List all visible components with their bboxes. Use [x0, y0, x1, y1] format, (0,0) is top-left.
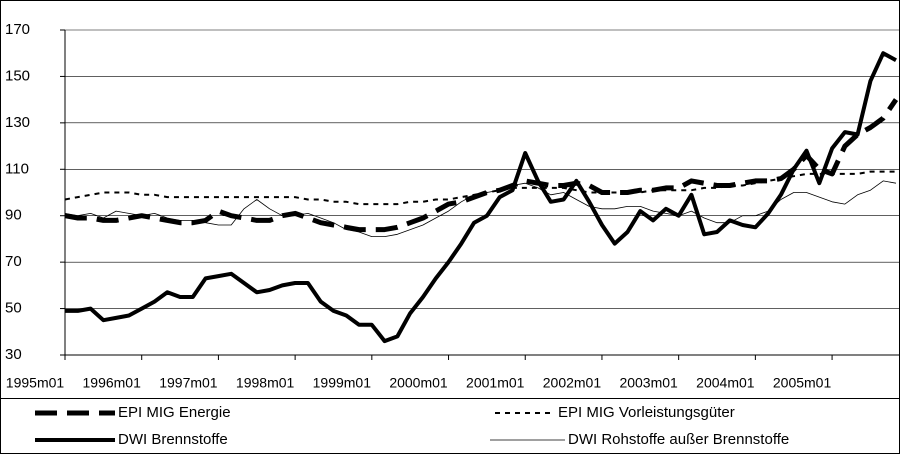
legend-label: EPI MIG Energie [118, 404, 231, 421]
y-tick-label: 30 [5, 346, 22, 363]
legend-label: DWI Brennstoffe [118, 431, 228, 448]
x-tick-label: 1996m01 [83, 375, 142, 391]
series-line [64, 98, 899, 233]
x-tick-label: 1995m01 [6, 375, 65, 391]
x-tick-label: 1997m01 [159, 375, 218, 391]
y-tick-label: 50 [5, 300, 22, 317]
y-tick-label: 130 [5, 114, 30, 131]
x-tick-label: 2005m01 [773, 375, 832, 391]
y-tick-label: 110 [5, 160, 29, 177]
x-tick-label: 2003m01 [619, 375, 678, 391]
y-tick-label: 90 [5, 207, 22, 224]
x-tick-label: 2001m01 [466, 375, 525, 391]
legend-label: EPI MIG Vorleistungsgüter [558, 404, 735, 421]
x-tick-label: 2000m01 [389, 375, 448, 391]
x-tick-label: 2004m01 [696, 375, 755, 391]
y-tick-label: 150 [5, 67, 30, 84]
legend-label: DWI Rohstoffe außer Brennstoffe [568, 431, 789, 448]
series-line [64, 180, 897, 237]
series-line [65, 51, 897, 344]
y-tick-label: 70 [5, 253, 22, 270]
y-tick-label: 170 [5, 21, 30, 38]
x-tick-label: 1998m01 [236, 375, 295, 391]
x-tick-label: 1999m01 [313, 375, 372, 391]
x-tick-label: 2002m01 [543, 375, 602, 391]
